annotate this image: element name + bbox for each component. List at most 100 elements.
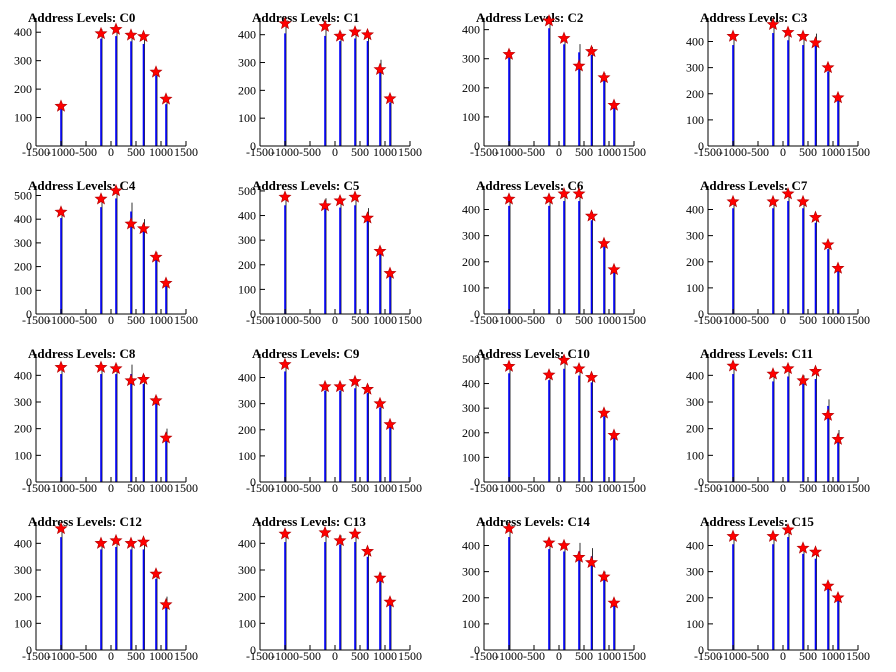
y-tick-label: 300 [686, 565, 704, 579]
x-tick-label: -1000 [719, 481, 747, 495]
x-tick-label: -500 [299, 313, 321, 327]
x-tick-label: 1000 [821, 145, 845, 159]
y-tick-label: 100 [686, 281, 704, 295]
y-tick-label: 0 [26, 139, 32, 153]
x-tick-label: -1000 [495, 481, 523, 495]
peak-marker [572, 550, 586, 563]
x-tick-label: 500 [351, 649, 369, 663]
peak-marker [124, 217, 138, 230]
peak-marker [124, 536, 138, 549]
panel-title: Address Levels: C1 [252, 10, 359, 25]
y-tick-label: 200 [14, 260, 32, 274]
peak-marker [333, 379, 347, 393]
peak-marker [542, 14, 556, 27]
panel-14: Address Levels: C14 0 100 200 300 400 -1500-10… [462, 514, 646, 663]
peak-marker [597, 570, 611, 583]
y-tick-label: 500 [462, 352, 480, 366]
x-tick-label: -1500 [470, 313, 498, 327]
panel-title: Address Levels: C12 [28, 514, 142, 529]
peak-marker [109, 533, 123, 547]
x-tick-label: 1500 [622, 313, 646, 327]
y-tick-label: 300 [686, 61, 704, 75]
x-tick-label: -1500 [22, 481, 50, 495]
x-tick-label: -1500 [246, 649, 274, 663]
x-tick-label: 1000 [597, 313, 621, 327]
y-tick-label: 100 [686, 113, 704, 127]
peak-marker [124, 373, 138, 387]
peak-marker [94, 192, 108, 205]
peak-marker [766, 529, 780, 542]
x-tick-label: 1500 [846, 649, 870, 663]
panel-title: Address Levels: C4 [28, 178, 136, 193]
y-tick-label: 0 [698, 643, 704, 657]
y-tick-label: 400 [462, 23, 480, 37]
x-tick-label: -1500 [246, 481, 274, 495]
x-tick-label: 0 [556, 649, 562, 663]
x-tick-label: 1500 [174, 145, 198, 159]
y-tick-label: 300 [686, 229, 704, 243]
x-tick-label: 1500 [174, 481, 198, 495]
y-tick-label: 400 [462, 203, 480, 217]
panel-title: Address Levels: C10 [476, 346, 590, 361]
y-tick-label: 100 [462, 617, 480, 631]
x-tick-label: 1000 [149, 145, 173, 159]
peak-marker [726, 359, 740, 372]
peak-marker [318, 19, 332, 32]
x-tick-label: 1000 [821, 313, 845, 327]
y-tick-label: 100 [238, 111, 256, 125]
peak-marker [572, 187, 586, 200]
peak-marker [781, 361, 795, 375]
y-tick-label: 300 [462, 229, 480, 243]
panel-title: Address Levels: C2 [476, 10, 583, 25]
y-tick-label: 200 [14, 590, 32, 604]
x-tick-label: 0 [108, 649, 114, 663]
panel-title: Address Levels: C0 [28, 10, 135, 25]
x-tick-label: -500 [747, 649, 769, 663]
peak-marker [333, 193, 347, 207]
y-tick-label: 0 [698, 307, 704, 321]
peak-marker [831, 261, 845, 274]
x-tick-label: 500 [127, 481, 145, 495]
peak-marker [373, 244, 387, 257]
peak-marker [149, 393, 163, 407]
peak-marker [809, 364, 822, 377]
peak-marker [542, 536, 556, 549]
peak-marker [607, 98, 621, 111]
peak-marker [766, 367, 780, 380]
x-tick-label: 0 [332, 145, 338, 159]
panel-title: Address Levels: C6 [476, 178, 584, 193]
panel-6: Address Levels: C6 0 100 200 300 400 -1500-100… [462, 178, 646, 327]
panel-10: Address Levels: C10 0 100 200 300 400 500 -1500… [462, 346, 646, 495]
x-tick-label: 500 [799, 145, 817, 159]
x-tick-label: -500 [299, 481, 321, 495]
x-tick-label: -1500 [470, 145, 498, 159]
peak-marker [557, 353, 571, 366]
x-tick-label: -500 [523, 649, 545, 663]
x-tick-label: -1000 [271, 313, 299, 327]
x-tick-label: -1000 [271, 145, 299, 159]
peak-marker [607, 596, 621, 609]
y-tick-label: 200 [686, 591, 704, 605]
panel-title: Address Levels: C9 [252, 346, 360, 361]
x-tick-label: 1500 [398, 313, 422, 327]
x-tick-label: 1000 [149, 313, 173, 327]
panel-title: Address Levels: C3 [700, 10, 808, 25]
x-tick-label: -500 [75, 649, 97, 663]
x-tick-label: -500 [747, 313, 769, 327]
peak-marker [831, 590, 845, 604]
y-tick-label: 0 [250, 643, 256, 657]
peak-marker [94, 26, 108, 40]
panel-title: Address Levels: C14 [476, 514, 590, 529]
y-tick-label: 300 [462, 565, 480, 579]
peak-marker [159, 92, 173, 105]
peak-marker [348, 527, 362, 540]
y-tick-label: 0 [250, 475, 256, 489]
x-tick-label: 500 [127, 649, 145, 663]
panel-title: Address Levels: C7 [700, 178, 808, 193]
peak-marker [572, 59, 586, 72]
x-tick-label: 1500 [398, 649, 422, 663]
peak-marker [809, 36, 822, 49]
peak-marker [94, 536, 108, 549]
peak-marker [821, 237, 835, 251]
